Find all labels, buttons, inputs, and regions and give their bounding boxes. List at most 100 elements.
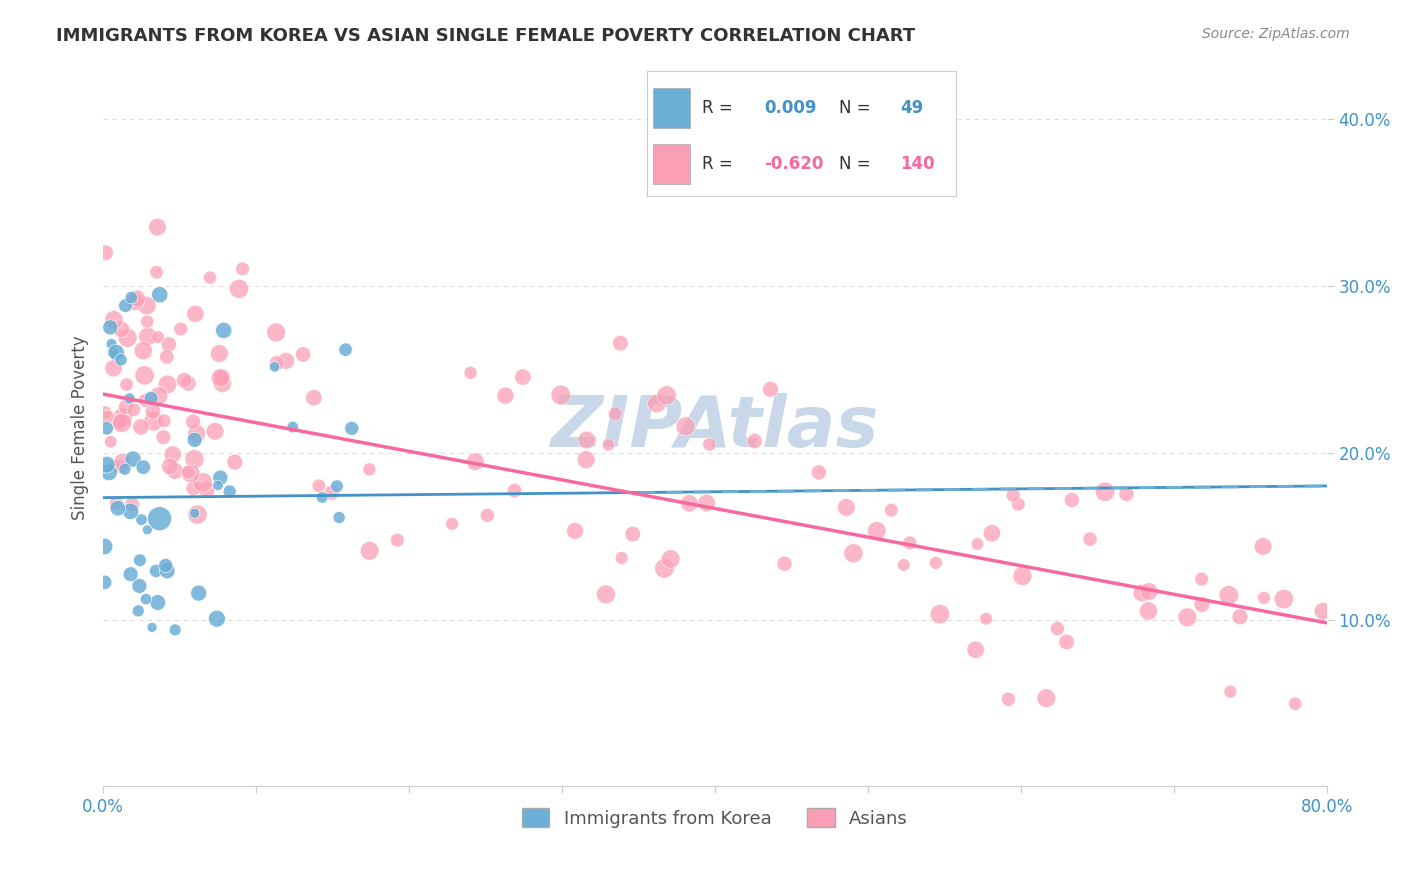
Point [198, 270, 221, 285]
Point [105, 345, 128, 359]
Point [191, 475, 214, 490]
Point [132, 343, 155, 358]
Point [129, 420, 152, 434]
Point [974, 612, 997, 626]
Point [98, 320, 121, 334]
Point [218, 484, 240, 499]
Point [1229, 609, 1251, 624]
Point [477, 508, 499, 523]
Point [276, 354, 298, 368]
Point [195, 483, 218, 497]
Point [125, 292, 148, 306]
Point [564, 524, 586, 538]
Point [128, 579, 150, 593]
Point [1137, 584, 1160, 599]
Point [149, 287, 172, 301]
Text: Source: ZipAtlas.com: Source: ZipAtlas.com [1202, 27, 1350, 41]
Point [104, 458, 127, 473]
Point [928, 607, 950, 621]
Point [503, 483, 526, 498]
Point [152, 430, 174, 444]
Point [659, 552, 682, 566]
Point [1312, 604, 1334, 618]
Point [141, 620, 163, 634]
Point [134, 368, 156, 383]
Point [645, 396, 668, 410]
Point [146, 595, 169, 609]
Point [550, 388, 572, 402]
Point [183, 482, 205, 496]
Point [93, 575, 115, 590]
Point [177, 465, 200, 479]
Point [228, 282, 250, 296]
Point [204, 425, 226, 439]
Point [93, 540, 115, 554]
Point [135, 299, 157, 313]
Point [441, 516, 464, 531]
Point [807, 466, 830, 480]
Point [1284, 697, 1306, 711]
Point [136, 523, 159, 537]
Point [183, 452, 205, 467]
Point [157, 337, 180, 351]
Point [328, 510, 350, 524]
Point [111, 416, 134, 430]
Point [263, 359, 285, 374]
Point [120, 291, 142, 305]
Point [100, 337, 122, 351]
Point [183, 433, 205, 447]
Point [134, 393, 156, 408]
Point [880, 503, 903, 517]
Point [153, 414, 176, 428]
Point [321, 485, 343, 500]
Point [108, 415, 131, 429]
Point [209, 371, 232, 385]
Point [184, 307, 207, 321]
Point [120, 504, 142, 518]
Point [292, 347, 315, 361]
Point [105, 496, 128, 510]
Point [224, 455, 246, 469]
Point [997, 692, 1019, 706]
Point [96, 458, 118, 472]
Point [699, 437, 721, 451]
Point [103, 361, 125, 376]
Point [96, 410, 118, 425]
Point [1060, 493, 1083, 508]
Point [610, 550, 633, 565]
Point [773, 557, 796, 571]
Point [866, 524, 889, 538]
Point [211, 376, 233, 391]
Point [335, 343, 357, 357]
Point [1191, 572, 1213, 586]
Point [605, 407, 627, 421]
Point [111, 410, 134, 425]
Point [1115, 487, 1137, 501]
Point [127, 604, 149, 618]
Point [1002, 488, 1025, 502]
Point [575, 433, 598, 447]
Text: -0.620: -0.620 [765, 155, 824, 173]
Text: R =: R = [703, 99, 733, 117]
Point [621, 527, 644, 541]
Point [145, 564, 167, 578]
Point [132, 460, 155, 475]
Point [609, 336, 631, 351]
Point [186, 426, 208, 441]
Point [264, 326, 287, 340]
Point [122, 402, 145, 417]
Point [1094, 484, 1116, 499]
Point [654, 561, 676, 575]
Point [145, 265, 167, 279]
Point [208, 346, 231, 360]
Point [1218, 588, 1240, 602]
Point [129, 553, 152, 567]
Point [359, 543, 381, 558]
Point [980, 526, 1002, 541]
Point [155, 558, 177, 573]
Point [835, 500, 858, 515]
Point [118, 392, 141, 406]
Point [180, 467, 202, 481]
Point [142, 414, 165, 428]
Point [359, 462, 381, 476]
